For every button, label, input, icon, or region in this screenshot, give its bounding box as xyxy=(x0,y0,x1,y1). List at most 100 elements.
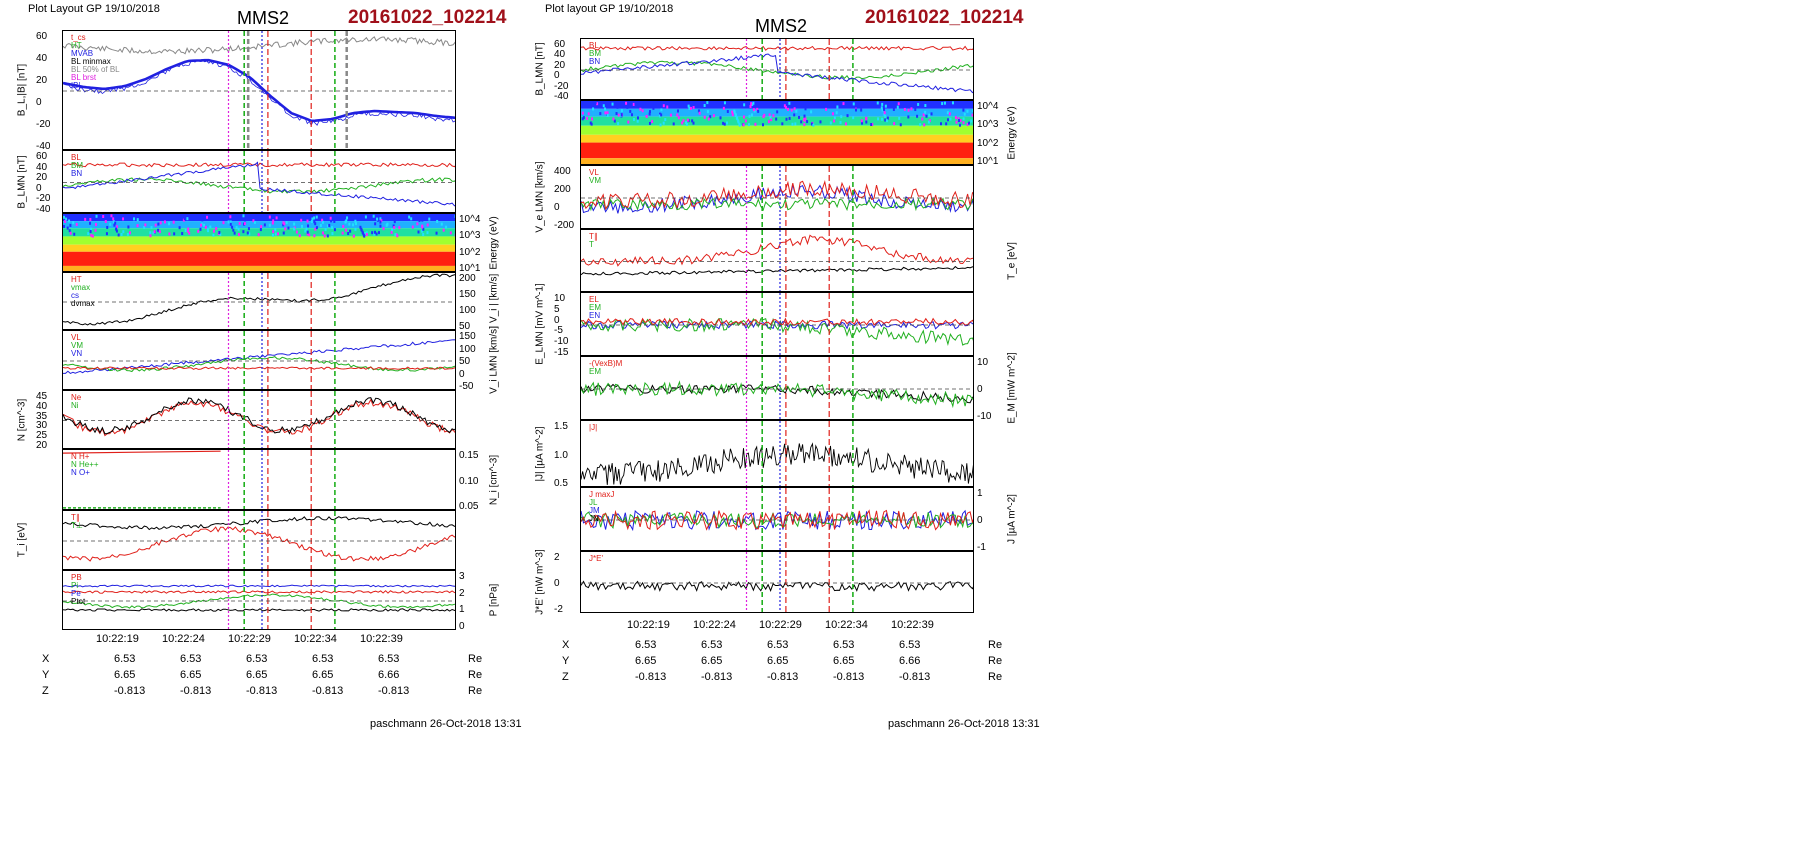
spectrogram-pixel xyxy=(314,222,317,226)
spectrogram-pixel xyxy=(762,115,765,119)
right-position-value: 6.66 xyxy=(899,655,921,667)
spectrogram-pixel xyxy=(962,108,965,112)
left-panel-1-legend-item: t_cs xyxy=(71,33,86,42)
spectrogram-pixel xyxy=(416,222,419,226)
right-panel-5-tick-label: -10 xyxy=(554,336,569,348)
spectrogram-pixel xyxy=(941,102,944,106)
left-panel-2-legend-item: BN xyxy=(71,169,83,178)
left-panel-7-legend-item: N O+ xyxy=(71,468,90,477)
left-panel-4-tick-label: 100 xyxy=(459,305,476,316)
left-panel-9-ylabel: P [nPa] xyxy=(488,583,500,617)
left-panel-3-tick-label: 10^1 xyxy=(459,263,481,274)
spectrogram-pixel xyxy=(259,228,262,232)
right-panel-6-legend-item: -(VexB)M xyxy=(589,359,623,368)
spectrogram-pixel xyxy=(341,231,344,235)
left-panel-7-legend-item: N H+ xyxy=(71,452,90,461)
spectrogram-pixel xyxy=(203,223,206,227)
spectrogram-pixel xyxy=(87,232,90,236)
spectrogram-pixel xyxy=(687,104,690,108)
ne-line xyxy=(63,398,455,437)
right-position-value: 6.65 xyxy=(701,655,723,667)
right-panel-3: VL VM xyxy=(580,165,974,229)
bl-line xyxy=(581,45,973,51)
spectrogram-pixel xyxy=(962,117,965,121)
spectrogram-pixel xyxy=(738,123,741,127)
spectrogram-pixel xyxy=(199,227,202,231)
left-panel-1-tick-label: -20 xyxy=(36,119,51,130)
left-position-value: 6.53 xyxy=(180,653,202,665)
spectrogram-pixel xyxy=(846,114,849,118)
spectrogram-pixel xyxy=(706,101,709,105)
left-position-value: 6.66 xyxy=(378,669,400,681)
spectrogram-pixel xyxy=(645,114,648,118)
spectrogram-pixel xyxy=(157,228,160,232)
left-panel-7-plot xyxy=(63,450,336,509)
left-panel-3 xyxy=(62,213,456,272)
right-position-value: -0.813 xyxy=(899,671,931,683)
spectrogram-pixel xyxy=(184,228,187,232)
spectrogram-pixel xyxy=(861,121,864,125)
spectrogram-pixel xyxy=(971,113,973,117)
em-field-line xyxy=(581,380,973,409)
spectrogram-pixel xyxy=(675,103,678,107)
spectrogram-pixel xyxy=(736,117,739,121)
spectrogram-pixel xyxy=(910,107,913,111)
right-panel-8: J maxJ JL JM JN xyxy=(580,487,974,551)
spectrogram-pixel xyxy=(591,117,594,121)
spectrogram-pixel xyxy=(784,105,787,109)
left-panel-9-tick-label: 2 xyxy=(459,587,465,599)
spectrogram-pixel xyxy=(69,231,72,235)
spectrogram-pixel xyxy=(187,227,190,231)
spectrogram-pixel xyxy=(377,231,380,235)
spectrogram-pixel xyxy=(602,104,605,108)
spectrogram-pixel xyxy=(833,116,836,120)
right-panel-2 xyxy=(580,100,974,165)
spectrogram-band xyxy=(581,125,973,135)
left-position-value: -0.813 xyxy=(180,685,212,697)
spectrogram-pixel xyxy=(300,218,303,222)
spectrogram-pixel xyxy=(703,115,706,119)
spectrogram-pixel xyxy=(836,105,839,109)
left-position-value: 6.65 xyxy=(246,669,268,681)
spectrogram-pixel xyxy=(896,105,899,109)
left-position-value: -0.813 xyxy=(312,685,344,697)
spectrogram-pixel xyxy=(65,217,68,221)
spectrogram-pixel xyxy=(426,223,429,227)
spectrogram-pixel xyxy=(308,233,311,237)
left-position-value: -0.813 xyxy=(246,685,278,697)
right-panel-5-legend-item: EN xyxy=(589,311,601,320)
left-panel-5-legend-item: VN xyxy=(71,349,83,358)
spectrogram-pixel xyxy=(75,223,78,227)
spectrogram-pixel xyxy=(785,117,788,121)
spectrogram-pixel xyxy=(89,217,92,221)
spectrogram-pixel xyxy=(886,116,889,120)
spectrogram-pixel xyxy=(651,120,654,124)
spectrogram-pixel xyxy=(794,122,797,126)
spectrogram-pixel xyxy=(810,122,813,126)
right-panel-1-tick-label: 20 xyxy=(554,59,566,71)
spectrogram-pixel xyxy=(970,119,973,123)
bn-line xyxy=(63,161,455,207)
spectrogram-pixel xyxy=(104,219,107,223)
vexb-m-line xyxy=(581,383,973,404)
spectrogram-pixel xyxy=(373,230,376,234)
bm-line xyxy=(581,60,973,80)
spectrogram-pixel xyxy=(321,231,324,235)
left-time-tick-label: 10:22:24 xyxy=(162,633,205,645)
right-panel-5-legend-item: EM xyxy=(589,303,601,312)
right-time-tick-label: 10:22:19 xyxy=(627,619,670,631)
right-panel-6-tick-label: -10 xyxy=(977,411,992,422)
spectrogram-pixel xyxy=(972,109,973,113)
spectrogram-pixel xyxy=(901,101,904,105)
spectrogram-pixel xyxy=(790,108,793,112)
spectrogram-pixel xyxy=(346,216,349,220)
right-panel-3-tick-label: 400 xyxy=(554,166,571,177)
spectrogram-pixel xyxy=(168,232,171,236)
left-position-axis-label: Z xyxy=(42,685,49,697)
right-panel-6: -(VexB)M EM xyxy=(580,356,974,420)
spectrogram-pixel xyxy=(94,223,97,227)
left-panel-8-plot xyxy=(63,511,455,569)
spectrogram-pixel xyxy=(395,233,398,237)
spectrogram-pixel xyxy=(963,112,966,116)
left-time-tick-label: 10:22:19 xyxy=(96,633,139,645)
